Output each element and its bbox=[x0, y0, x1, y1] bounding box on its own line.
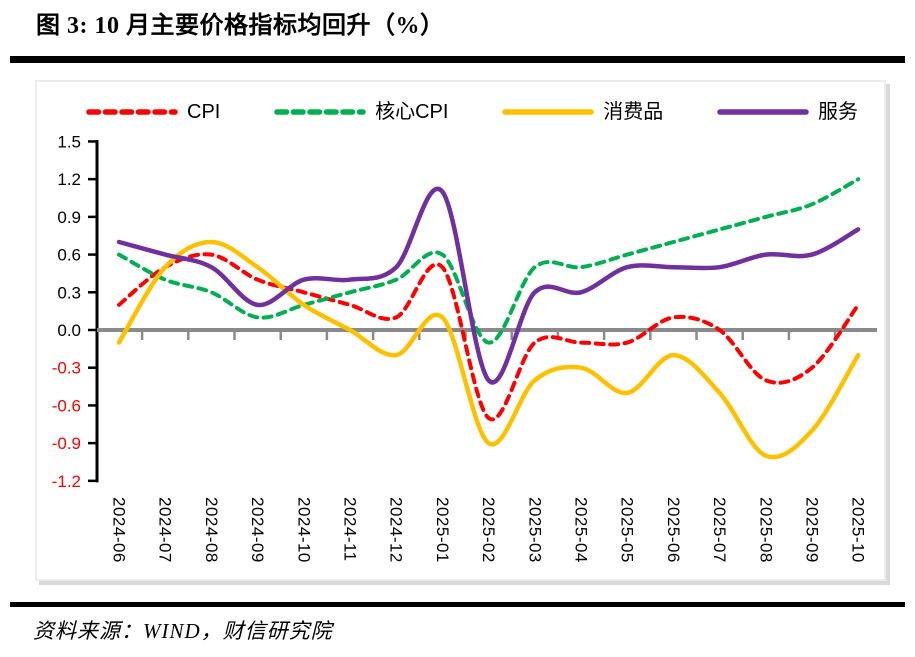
figure-title: 图 3: 10 月主要价格指标均回升（%） bbox=[36, 13, 445, 39]
chart-panel: CPI 核心CPI 消费品 服务 1.5 1.2 0.9 0.6 0.3 0.0 -0.3 -… bbox=[35, 80, 886, 581]
legend-label-core-cpi: 核心CPI bbox=[375, 101, 449, 123]
source-note: 资料来源：WIND，财信研究院 bbox=[33, 619, 333, 643]
svg-text:1.2: 1.2 bbox=[57, 170, 81, 189]
chart-legend: CPI 核心CPI 消费品 服务 bbox=[37, 94, 884, 130]
svg-text:0.9: 0.9 bbox=[57, 208, 81, 227]
svg-text:1.5: 1.5 bbox=[57, 132, 81, 151]
legend-item-core-cpi: 核心CPI bbox=[273, 102, 448, 122]
svg-text:-0.9: -0.9 bbox=[52, 434, 81, 453]
legend-label-cpi: CPI bbox=[187, 101, 221, 123]
svg-text:-1.2: -1.2 bbox=[52, 472, 81, 491]
svg-text:2025-06: 2025-06 bbox=[664, 497, 683, 563]
line-chart: 1.5 1.2 0.9 0.6 0.3 0.0 -0.3 -0.6 -0.9 -1.2 2024-0… bbox=[52, 132, 877, 563]
svg-text:2025-08: 2025-08 bbox=[756, 497, 775, 563]
core-cpi-line-swatch bbox=[274, 109, 366, 115]
svg-text:2024-06: 2024-06 bbox=[110, 497, 129, 563]
svg-text:0.0: 0.0 bbox=[57, 321, 81, 340]
svg-text:0.6: 0.6 bbox=[57, 246, 81, 265]
svg-text:2025-01: 2025-01 bbox=[433, 497, 452, 563]
legend-label-services: 服务 bbox=[817, 101, 858, 123]
svg-text:-0.3: -0.3 bbox=[52, 359, 81, 378]
svg-text:2025-03: 2025-03 bbox=[525, 497, 544, 563]
svg-text:2024-09: 2024-09 bbox=[248, 497, 267, 563]
svg-text:2025-05: 2025-05 bbox=[618, 497, 637, 563]
svg-text:2024-08: 2024-08 bbox=[202, 497, 221, 563]
svg-text:2024-11: 2024-11 bbox=[341, 497, 360, 562]
svg-text:2024-07: 2024-07 bbox=[156, 497, 175, 563]
title-divider bbox=[10, 56, 905, 63]
svg-text:2025-02: 2025-02 bbox=[479, 497, 498, 563]
legend-item-consumer-goods: 消费品 bbox=[501, 102, 663, 122]
svg-text:0.3: 0.3 bbox=[57, 283, 81, 302]
svg-text:2025-10: 2025-10 bbox=[849, 497, 868, 563]
svg-text:2024-12: 2024-12 bbox=[387, 497, 406, 563]
svg-text:2025-07: 2025-07 bbox=[710, 497, 729, 563]
svg-text:-0.6: -0.6 bbox=[52, 396, 81, 415]
footer-divider bbox=[10, 602, 905, 607]
services-line-swatch bbox=[717, 109, 809, 115]
svg-text:2025-04: 2025-04 bbox=[572, 497, 591, 563]
svg-text:2024-10: 2024-10 bbox=[294, 497, 313, 563]
legend-label-consumer-goods: 消费品 bbox=[603, 101, 664, 123]
consumer-goods-line-swatch bbox=[502, 109, 594, 115]
legend-item-cpi: CPI bbox=[85, 102, 220, 122]
svg-text:2025-09: 2025-09 bbox=[803, 497, 822, 563]
cpi-line-swatch bbox=[86, 109, 178, 115]
legend-item-services: 服务 bbox=[716, 102, 858, 122]
